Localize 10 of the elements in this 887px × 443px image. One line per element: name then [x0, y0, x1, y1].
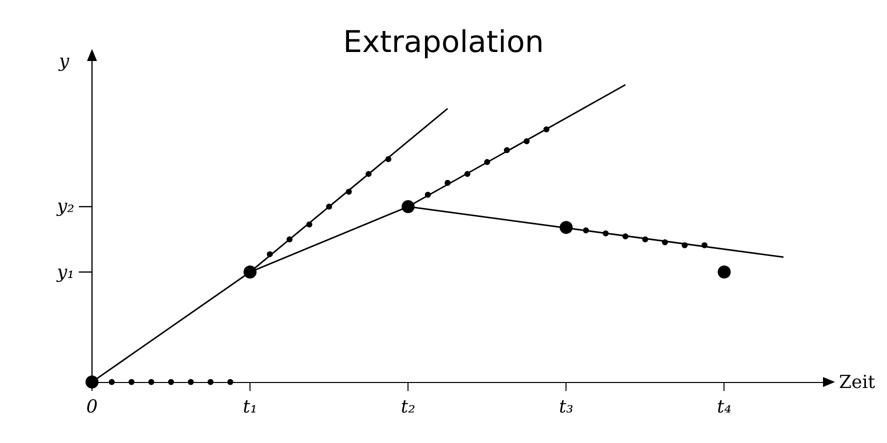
- x-tick-label: 0: [86, 396, 98, 418]
- ref-line-label: y₂: [56, 196, 74, 217]
- x-tick-label: t₄: [716, 396, 732, 418]
- x-tick-label: t₁: [242, 396, 258, 418]
- y-axis-title: y: [58, 51, 70, 72]
- chart-title: Extrapolation: [343, 25, 544, 60]
- x-tick-label: t₂: [400, 396, 416, 418]
- x-axis-title: Zeit: [839, 372, 876, 393]
- x-tick-label: t₃: [558, 396, 574, 418]
- ref-line-label: y₁: [56, 262, 74, 283]
